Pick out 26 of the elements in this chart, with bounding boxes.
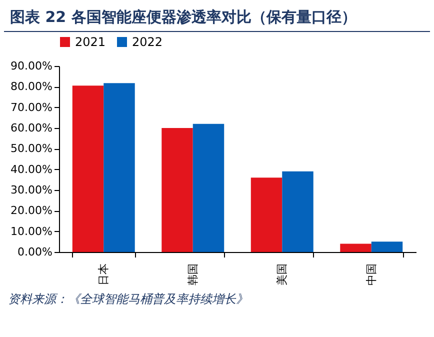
bar [282,171,314,252]
bar [72,86,104,252]
x-tick-label: 日本 [97,264,110,286]
x-tick-label: 美国 [276,264,289,286]
y-tick-label: 70.00% [10,100,52,114]
y-tick-label: 20.00% [10,204,52,218]
x-tick-label: 中国 [364,264,378,286]
x-tick-label: 韩国 [186,264,200,286]
bar [371,242,403,252]
y-tick-label: 10.00% [10,224,52,238]
y-tick-label: 90.00% [10,60,52,72]
y-tick-label: 80.00% [10,80,52,94]
bar [162,128,193,252]
y-tick-label: 30.00% [10,184,52,196]
bar [340,244,372,252]
legend-label: 2021 [75,35,106,49]
y-tick-label: 0.00% [18,246,52,258]
bar [192,124,224,252]
text: 资料来源：《全球智能马桶普及率持续增长》 [7,291,249,308]
bar [250,178,282,252]
bar [104,83,135,252]
y-tick-label: 60.00% [10,122,52,134]
y-tick-label: 40.00% [10,162,52,176]
chart-title: 图表 22 各国智能座便器渗透率对比（保有量口径） [4,0,430,32]
legend-label: 2022 [132,35,163,49]
y-tick-label: 50.00% [10,142,52,156]
